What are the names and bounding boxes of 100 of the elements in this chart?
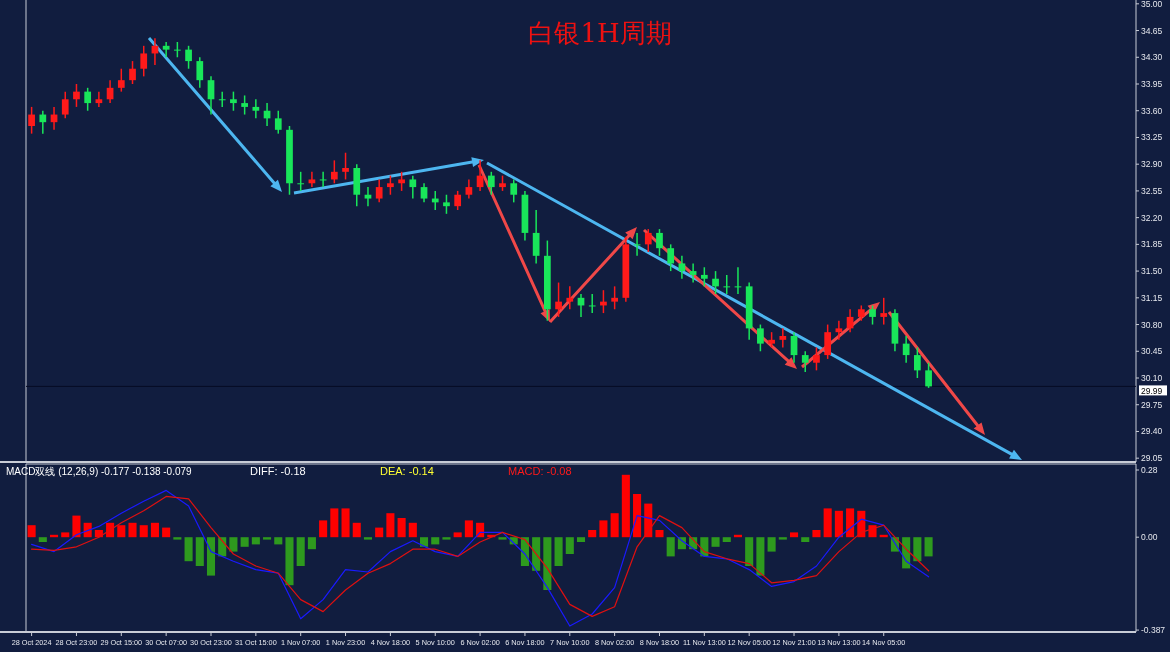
y-tick-label: 34.30 [1141, 52, 1163, 63]
candlestick [162, 41, 170, 59]
y-tick-label: 0.28 [1141, 465, 1158, 475]
candlestick [84, 87, 92, 112]
y-tick-label: 29.75 [1141, 399, 1163, 410]
bar [61, 532, 70, 538]
bar [117, 525, 126, 538]
candlestick [678, 255, 686, 280]
candlestick [95, 90, 103, 108]
candlestick [813, 346, 820, 372]
candlestick [801, 350, 809, 373]
bar [139, 525, 148, 538]
bar [285, 537, 294, 586]
candlestick [555, 281, 562, 318]
bar [296, 537, 305, 566]
bar [666, 537, 675, 557]
candlestick [532, 209, 540, 265]
candlestick [656, 228, 663, 257]
y-tick-label: 35.00 [1141, 0, 1163, 9]
candlestick [420, 182, 428, 204]
bar [352, 522, 361, 538]
bar [330, 508, 339, 538]
candlestick [252, 98, 260, 120]
bar [453, 532, 462, 538]
candlestick [274, 109, 282, 135]
bar [240, 537, 249, 547]
candlestick [375, 178, 383, 204]
bar [128, 522, 137, 538]
bar [834, 510, 843, 538]
bar [778, 537, 787, 540]
candlestick [330, 159, 338, 185]
bar [375, 527, 384, 538]
candlestick [241, 94, 248, 116]
bar [363, 537, 373, 540]
candlestick [689, 262, 697, 284]
y-tick-label: 29.40 [1141, 426, 1163, 437]
annotation: MACD: -0.08 [508, 465, 572, 477]
bar [442, 537, 451, 540]
candlestick [835, 319, 843, 341]
bar [554, 537, 563, 566]
candlestick [723, 274, 731, 295]
candlestick [230, 90, 237, 112]
annotation: MACD双线 (12,26,9) -0.177 -0.138 -0.079 [6, 466, 193, 477]
bar [319, 520, 328, 538]
candlestick [914, 346, 921, 379]
candlestick [510, 178, 518, 204]
bar [498, 537, 507, 540]
bar [756, 537, 765, 576]
y-tick-label: 32.90 [1141, 159, 1163, 170]
bar [633, 494, 642, 538]
candlestick [398, 171, 405, 192]
candlestick [869, 304, 876, 326]
bar [599, 520, 608, 538]
y-tick-label: 0.00 [1141, 532, 1158, 543]
candlestick [880, 297, 888, 326]
bar [229, 537, 238, 552]
candlestick [297, 171, 305, 192]
bar [341, 508, 350, 538]
candlestick [712, 270, 719, 295]
candlestick [644, 228, 652, 253]
bar [27, 525, 36, 538]
bar [767, 537, 776, 552]
candlestick [308, 171, 316, 188]
candlestick [140, 45, 148, 78]
bar [745, 537, 754, 566]
bar [913, 537, 922, 562]
candlestick [779, 327, 787, 349]
y-tick-label: 33.25 [1141, 132, 1163, 143]
candlestick [454, 190, 462, 211]
candlestick [443, 193, 450, 215]
candlestick [700, 266, 708, 288]
candlestick [387, 174, 394, 196]
y-tick-label: 31.85 [1141, 239, 1163, 250]
bar [397, 518, 406, 538]
bar [195, 537, 204, 566]
bar [543, 537, 552, 590]
bar [588, 530, 597, 538]
bar [307, 537, 316, 550]
y-tick-label: 31.50 [1141, 266, 1163, 277]
candlestick [409, 174, 417, 200]
annotation: DEA: -0.14 [380, 465, 434, 477]
candlestick [611, 285, 618, 311]
bar [621, 474, 630, 538]
text: 白银1H周期 [528, 18, 672, 48]
bar [150, 522, 159, 538]
bar [274, 537, 283, 545]
candlestick [667, 243, 675, 272]
bar [173, 537, 182, 540]
candlestick [61, 90, 69, 120]
bar [711, 537, 720, 547]
y-tick-label: 30.45 [1141, 346, 1163, 357]
candlestick [39, 109, 47, 135]
bar [251, 537, 260, 545]
bar [812, 530, 821, 538]
bar [565, 537, 574, 554]
bar [184, 537, 193, 562]
bar [72, 515, 81, 538]
y-tick-label: 33.60 [1141, 105, 1163, 116]
bar [263, 537, 272, 540]
candlestick [465, 178, 473, 200]
